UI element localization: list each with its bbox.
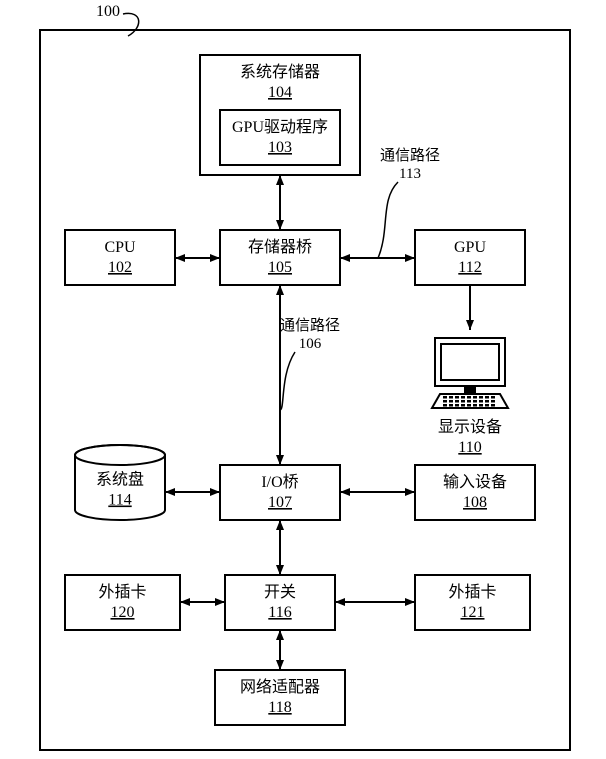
- add-in-card-l-block-ref: 120: [111, 604, 135, 621]
- net-adapter-block: 网络适配器 118: [215, 670, 345, 725]
- comm-path-113-ref: 113: [399, 166, 421, 182]
- gpu-block-ref: 112: [458, 259, 481, 276]
- add-in-card-r-block: 外插卡 121: [415, 575, 530, 630]
- comm-path-106-ref: 106: [299, 336, 322, 352]
- svg-text:104: 104: [268, 84, 292, 101]
- cpu-block: CPU 102: [65, 230, 175, 285]
- comm-path-113-label: 通信路径: [380, 147, 440, 164]
- add-in-card-r-block-label: 外插卡: [448, 583, 496, 601]
- add-in-card-l-block-label: 外插卡: [98, 583, 146, 601]
- cpu-block-label: CPU: [104, 239, 136, 256]
- add-in-card-l-block: 外插卡 120: [65, 575, 180, 630]
- switch-block-label: 开关: [264, 583, 296, 601]
- gpu-block: GPU 112: [415, 230, 525, 285]
- svg-text:GPU驱动程序: GPU驱动程序: [232, 118, 328, 136]
- io-bridge-block-label: I/O桥: [261, 473, 298, 491]
- svg-text:系统盘: 系统盘: [96, 470, 144, 489]
- comm-path-113-leader: [378, 182, 398, 258]
- switch-block: 开关 116: [225, 575, 335, 630]
- net-adapter-block-ref: 118: [268, 699, 291, 716]
- io-bridge-block-ref: 107: [268, 494, 292, 511]
- add-in-card-r-block-ref: 121: [461, 604, 485, 621]
- svg-text:114: 114: [108, 492, 131, 509]
- input-device-block-ref: 108: [463, 494, 487, 511]
- display-device-icon: 显示设备 110: [432, 338, 508, 456]
- switch-block-ref: 116: [268, 604, 291, 621]
- gpu-block-label: GPU: [454, 239, 486, 256]
- svg-text:110: 110: [458, 439, 481, 456]
- input-device-block: 输入设备 108: [415, 465, 535, 520]
- figure-ref: 100: [96, 3, 120, 20]
- io-bridge-block: I/O桥 107: [220, 465, 340, 520]
- figure-ref-leader: [123, 13, 139, 36]
- comm-path-106-leader: [280, 352, 295, 410]
- mem-bridge-block-label: 存储器桥: [248, 238, 312, 256]
- svg-text:103: 103: [268, 139, 292, 156]
- net-adapter-block-label: 网络适配器: [240, 677, 320, 696]
- system-memory-block: 系统存储器 104 GPU驱动程序 103: [200, 55, 360, 175]
- comm-path-106-label: 通信路径: [280, 317, 340, 334]
- cpu-block-ref: 102: [108, 259, 132, 276]
- mem-bridge-block-ref: 105: [268, 259, 292, 276]
- system-disk-block: 系统盘 114: [75, 445, 165, 520]
- input-device-block-label: 输入设备: [443, 473, 507, 491]
- svg-text:显示设备: 显示设备: [438, 418, 502, 436]
- mem-bridge-block: 存储器桥 105: [220, 230, 340, 285]
- svg-text:系统存储器: 系统存储器: [240, 63, 320, 81]
